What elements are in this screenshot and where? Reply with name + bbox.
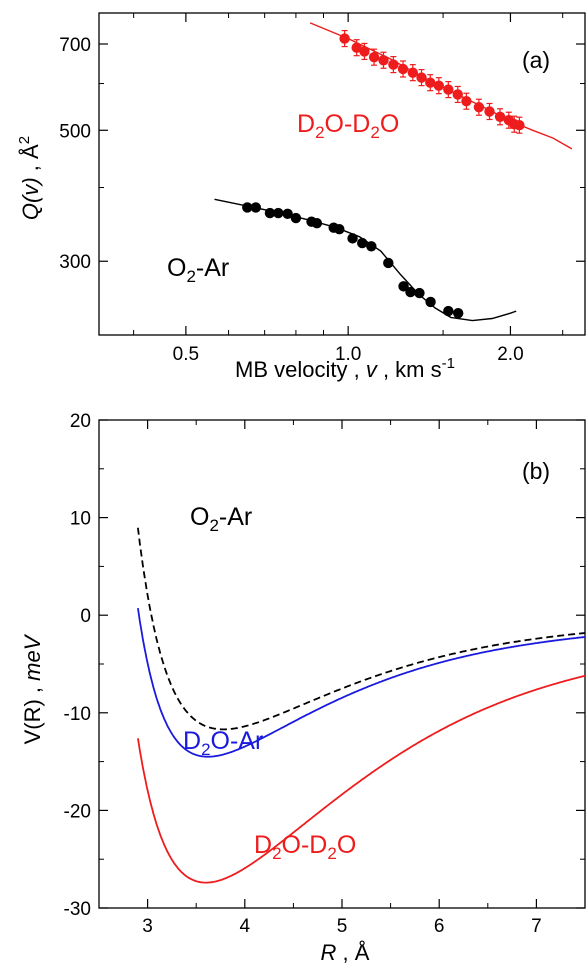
fit-curve-d2o_d2o [309,22,573,150]
fit-curve-o2_ar [214,198,517,322]
data-point-o2_ar [282,208,293,219]
data-point-o2_ar [273,207,284,219]
data-point-o2_ar [311,217,323,229]
series-label-o2-ar-b: O2-Ar [190,503,252,535]
data-point-d2o_d2o [378,55,389,66]
data-point-d2o_d2o [514,119,525,131]
panel-a: 0.5 1.0 2.0 300 500 700 (a) D2O-D2O O2-Ar MB … [16,12,586,382]
data-point-d2o_d2o [484,106,495,117]
data-point-o2_ar [357,237,368,249]
series-label-d2o-ar-b: D2O-Ar [183,727,263,759]
y-tick-label: 500 [59,121,91,142]
panel-a-label: (a) [522,47,550,73]
data-point-o2_ar [334,223,345,235]
data-point-d2o_d2o [407,67,419,78]
y-tick-label: 0 [80,606,91,627]
y-tick-label: -30 [64,899,91,920]
panel-b-axis-ticks: 3 4 5 6 7 -30 -20 -10 0 10 20 [64,411,585,937]
data-point-d2o_d2o [339,33,350,44]
series-label-d2o-d2o-b: D2O-D2O [254,831,356,863]
data-point-d2o_d2o [351,42,362,53]
data-point-d2o_d2o [452,89,463,100]
data-point-o2_ar [366,241,377,252]
data-point-o2_ar [383,257,394,269]
data-point-o2_ar [452,307,464,319]
data-point-o2_ar [405,286,416,298]
panel-b-label: (b) [522,458,550,484]
y-axis-label-b: V(R) , meV [20,633,45,744]
data-point-d2o_d2o [397,63,409,75]
data-point-o2_ar [242,202,253,213]
data-point-o2_ar [398,281,409,292]
x-tick-label: 1.0 [335,344,361,365]
data-point-o2_ar [264,207,276,219]
y-tick-label: -20 [64,801,91,822]
panel-a-frame [98,12,586,336]
data-point-d2o_d2o [461,96,472,107]
x-tick-label: 3 [142,916,153,937]
data-point-d2o_d2o [425,77,436,88]
series-label-d2o-d2o-a: D2O-D2O [297,110,399,142]
potential-curve-d2o_ar [137,607,585,758]
y-tick-label: 10 [70,509,91,530]
panel-a-axis-ticks: 0.5 1.0 2.0 300 500 700 [59,13,585,365]
x-tick-label: 4 [240,916,251,937]
panel-a-data-points [242,29,525,319]
y-tick-label: 300 [59,252,91,273]
y-tick-label: -10 [64,704,91,725]
data-point-d2o_d2o [443,84,454,95]
data-point-d2o_d2o [388,59,399,70]
x-tick-label: 2.0 [497,344,523,365]
data-point-d2o_d2o [494,111,506,122]
data-point-d2o_d2o [359,46,370,57]
series-label-o2-ar-a: O2-Ar [167,254,229,286]
data-point-d2o_d2o [473,102,485,113]
data-point-o2_ar [443,305,454,317]
data-point-d2o_d2o [433,80,445,91]
y-tick-label: 20 [70,411,91,432]
x-tick-label: 5 [337,916,348,937]
data-point-o2_ar [347,233,358,244]
x-tick-label: 7 [531,916,542,937]
panel-b-potential-curves [137,527,585,884]
x-tick-label: 0.5 [173,344,199,365]
data-point-o2_ar [425,296,436,308]
data-point-d2o_d2o [368,51,380,63]
x-tick-label: 6 [434,916,445,937]
y-tick-label: 700 [59,35,91,56]
potential-curve-d2o_d2o [137,674,585,884]
x-axis-label-b: R , Å [321,940,370,965]
data-point-o2_ar [250,202,261,213]
data-point-o2_ar [290,212,302,224]
panel-b: 3 4 5 6 7 -30 -20 -10 0 10 20 (b) O2-Ar D2O-Ar D2O… [20,411,586,965]
x-axis-label-a: MB velocity , v , km s-1 [235,355,455,382]
potential-curve-o2_ar [137,527,585,731]
y-axis-label-a: Q(v) , Å2 [16,136,43,220]
data-point-d2o_d2o [416,72,427,83]
data-point-o2_ar [414,287,425,299]
